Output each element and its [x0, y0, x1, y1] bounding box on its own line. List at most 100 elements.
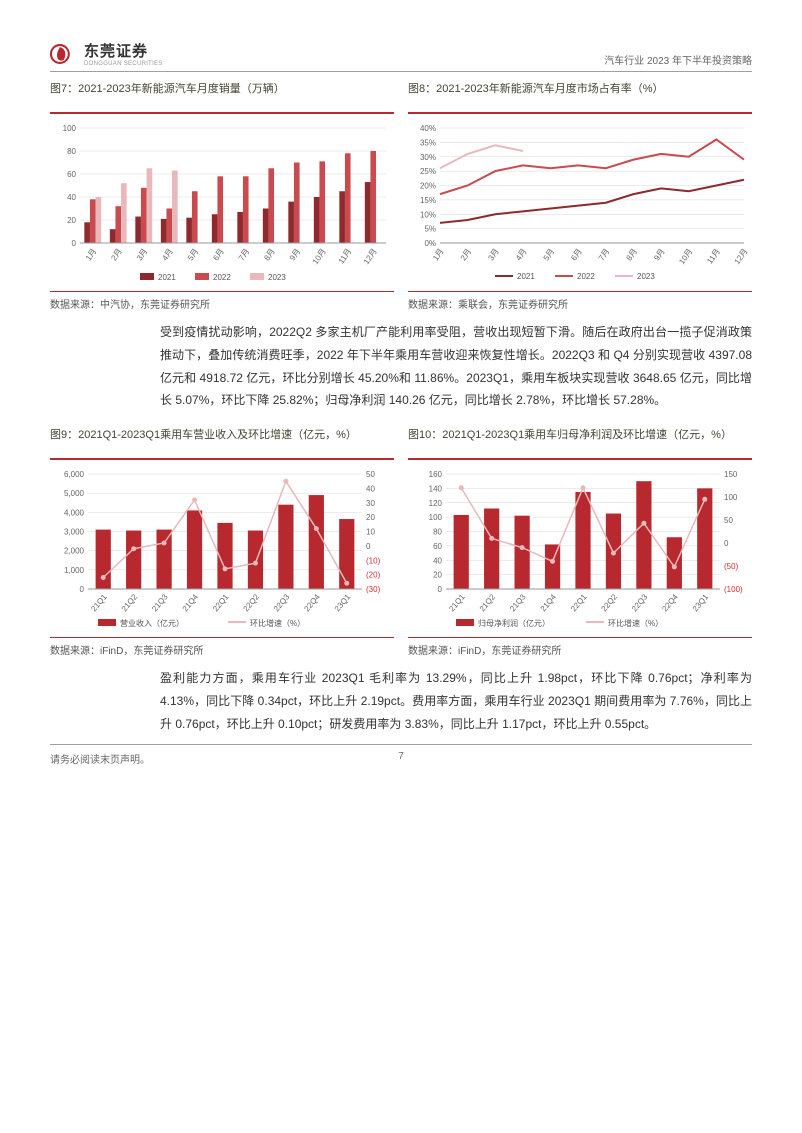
svg-text:4,000: 4,000: [64, 509, 85, 518]
chart7-svg: 0204060801001月2月3月4月5月6月7月8月9月10月11月12月2…: [50, 120, 394, 285]
svg-text:0: 0: [438, 585, 443, 594]
svg-text:22Q4: 22Q4: [660, 592, 680, 613]
svg-text:4月: 4月: [160, 247, 175, 262]
svg-text:11月: 11月: [705, 247, 722, 266]
charts-row-2: 图9：2021Q1-2023Q1乘用车营业收入及环比增速（亿元，%） 0 1,00…: [50, 426, 752, 657]
svg-text:20%: 20%: [420, 182, 436, 191]
svg-text:归母净利润（亿元）: 归母净利润（亿元）: [478, 618, 550, 628]
chart8-title: 图8：2021-2023年新能源汽车月度市场占有率（%）: [408, 80, 752, 108]
svg-text:6,000: 6,000: [64, 470, 85, 479]
svg-text:3月: 3月: [486, 247, 501, 262]
svg-text:9月: 9月: [652, 247, 667, 262]
svg-text:15%: 15%: [420, 196, 436, 205]
svg-text:6月: 6月: [569, 247, 584, 262]
svg-text:2月: 2月: [459, 247, 474, 262]
svg-text:1月: 1月: [431, 247, 446, 262]
svg-text:11月: 11月: [337, 247, 354, 266]
chart7-title: 图7：2021-2023年新能源汽车月度销量（万辆）: [50, 80, 394, 108]
svg-text:21Q1: 21Q1: [89, 592, 109, 613]
svg-text:60: 60: [433, 542, 442, 551]
svg-text:10月: 10月: [311, 247, 328, 266]
svg-text:0: 0: [80, 585, 85, 594]
svg-text:2,000: 2,000: [64, 547, 85, 556]
svg-text:0%: 0%: [424, 239, 436, 248]
chart10-svg: 020406080100120140160(100)(50)0501001502…: [408, 466, 752, 631]
chart10-block: 图10：2021Q1-2023Q1乘用车归母净利润及环比增速（亿元，%） 020…: [408, 426, 752, 657]
svg-text:21Q2: 21Q2: [478, 592, 498, 613]
svg-text:7月: 7月: [237, 247, 252, 262]
charts-row-1: 图7：2021-2023年新能源汽车月度销量（万辆） 0204060801001…: [50, 80, 752, 311]
chart7-block: 图7：2021-2023年新能源汽车月度销量（万辆） 0204060801001…: [50, 80, 394, 311]
chart9-source: 数据来源：iFinD，东莞证券研究所: [50, 637, 394, 657]
svg-text:8月: 8月: [625, 247, 640, 262]
svg-text:2月: 2月: [109, 247, 124, 262]
svg-text:1月: 1月: [84, 247, 99, 262]
svg-text:160: 160: [429, 470, 443, 479]
chart9-block: 图9：2021Q1-2023Q1乘用车营业收入及环比增速（亿元，%） 0 1,00…: [50, 426, 394, 657]
divider: [50, 112, 394, 114]
svg-text:100: 100: [63, 124, 77, 133]
svg-text:80: 80: [67, 147, 76, 156]
logo-icon: [50, 43, 78, 65]
page-footer: 请务必阅读末页声明。 7: [50, 744, 752, 766]
svg-text:150: 150: [724, 470, 738, 479]
svg-text:环比增速（%）: 环比增速（%）: [250, 618, 305, 628]
svg-text:21Q3: 21Q3: [150, 592, 170, 613]
svg-text:1,000: 1,000: [64, 566, 85, 575]
svg-text:2021: 2021: [517, 272, 535, 281]
doc-title: 汽车行业 2023 年下半年投资策略: [604, 52, 752, 67]
svg-text:21Q4: 21Q4: [539, 592, 559, 613]
svg-text:环比增速（%）: 环比增速（%）: [608, 618, 663, 628]
company-logo: 东莞证券 DONGGUAN SECURITIES: [50, 40, 163, 67]
svg-text:10月: 10月: [677, 247, 694, 266]
svg-text:20: 20: [366, 513, 375, 522]
svg-text:21Q2: 21Q2: [120, 592, 140, 613]
svg-text:140: 140: [429, 485, 443, 494]
svg-text:3,000: 3,000: [64, 528, 85, 537]
svg-text:0: 0: [72, 239, 77, 248]
svg-text:(30): (30): [366, 585, 381, 594]
svg-text:21Q3: 21Q3: [508, 592, 528, 613]
svg-text:10%: 10%: [420, 210, 436, 219]
svg-text:(100): (100): [724, 585, 743, 594]
svg-text:3月: 3月: [135, 247, 150, 262]
svg-text:(20): (20): [366, 571, 381, 580]
svg-text:23Q1: 23Q1: [691, 592, 711, 613]
svg-text:25%: 25%: [420, 167, 436, 176]
svg-text:100: 100: [429, 513, 443, 522]
svg-text:40: 40: [67, 193, 76, 202]
svg-text:100: 100: [724, 493, 738, 502]
svg-text:22Q4: 22Q4: [302, 592, 322, 613]
page-container: 东莞证券 DONGGUAN SECURITIES 汽车行业 2023 年下半年投…: [0, 0, 802, 790]
svg-text:40: 40: [433, 556, 442, 565]
svg-text:40%: 40%: [420, 124, 436, 133]
svg-text:22Q3: 22Q3: [630, 592, 650, 613]
svg-text:2022: 2022: [213, 273, 231, 282]
divider: [408, 112, 752, 114]
svg-text:23Q1: 23Q1: [333, 592, 353, 613]
svg-text:21Q4: 21Q4: [181, 592, 201, 613]
divider: [408, 458, 752, 460]
svg-text:0: 0: [366, 542, 371, 551]
svg-text:5,000: 5,000: [64, 489, 85, 498]
svg-text:12月: 12月: [733, 247, 750, 266]
svg-text:50: 50: [366, 470, 375, 479]
svg-text:5%: 5%: [424, 225, 436, 234]
svg-text:21Q1: 21Q1: [447, 592, 467, 613]
chart10-title: 图10：2021Q1-2023Q1乘用车归母净利润及环比增速（亿元，%）: [408, 426, 752, 454]
svg-text:60: 60: [67, 170, 76, 179]
svg-text:22Q1: 22Q1: [211, 592, 231, 613]
svg-text:22Q3: 22Q3: [272, 592, 292, 613]
svg-text:7月: 7月: [597, 247, 612, 262]
svg-text:(50): (50): [724, 562, 739, 571]
svg-text:35%: 35%: [420, 138, 436, 147]
divider: [50, 458, 394, 460]
chart8-block: 图8：2021-2023年新能源汽车月度市场占有率（%） 0% 5% 10% 15% 2…: [408, 80, 752, 311]
chart9-title: 图9：2021Q1-2023Q1乘用车营业收入及环比增速（亿元，%）: [50, 426, 394, 454]
chart7-source: 数据来源：中汽协，东莞证券研究所: [50, 291, 394, 311]
svg-text:22Q2: 22Q2: [599, 592, 619, 613]
svg-text:80: 80: [433, 528, 442, 537]
svg-text:5月: 5月: [186, 247, 201, 262]
svg-text:22Q2: 22Q2: [241, 592, 261, 613]
svg-text:营业收入（亿元）: 营业收入（亿元）: [120, 618, 184, 628]
